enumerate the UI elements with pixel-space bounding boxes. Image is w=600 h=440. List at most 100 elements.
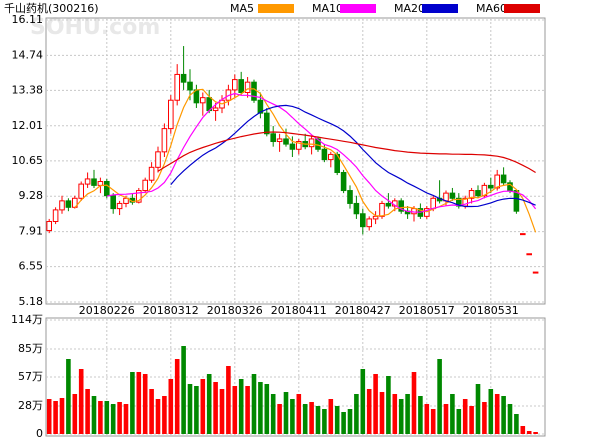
candle-body <box>257 99 264 114</box>
x-tick-label: 20180312 <box>143 304 199 317</box>
volume-bar <box>194 386 199 434</box>
volume-bar <box>206 374 212 434</box>
candle-body <box>59 200 65 211</box>
candle-body <box>430 197 436 210</box>
candle-body <box>449 192 456 199</box>
volume-bar <box>373 374 378 434</box>
candle-body <box>308 138 315 148</box>
candle-body <box>251 81 257 101</box>
volume-bar <box>322 409 327 434</box>
candle-body <box>264 112 270 135</box>
volume-bar <box>264 384 270 434</box>
volume-tick-label: 85万 <box>18 342 43 355</box>
volume-bar <box>379 392 385 434</box>
candle-body <box>168 99 174 130</box>
volume-bar <box>251 374 257 434</box>
candle-body <box>65 200 72 208</box>
volume-bar <box>66 359 71 434</box>
y-tick-label: 12.01 <box>12 119 44 132</box>
volume-bar <box>475 384 481 434</box>
candle-body <box>315 138 321 150</box>
candle-body <box>488 184 494 189</box>
candle-body <box>46 221 53 232</box>
volume-bar <box>347 409 353 434</box>
volume-bar <box>245 386 250 434</box>
candle-body <box>372 215 379 220</box>
candle-body <box>385 202 392 207</box>
volume-bar <box>219 389 225 434</box>
volume-bar <box>450 394 455 434</box>
candle-body <box>494 174 500 189</box>
candle-body <box>110 195 117 210</box>
candle-body <box>366 218 372 228</box>
volume-bar <box>456 409 462 434</box>
volume-bar <box>232 386 238 434</box>
volume-bar <box>187 384 193 434</box>
candle-body <box>289 143 296 150</box>
volume-bar <box>162 396 167 434</box>
volume-bar <box>46 399 52 434</box>
volume-bar <box>258 382 263 434</box>
candle-body <box>321 148 328 161</box>
volume-bar <box>238 379 244 434</box>
volume-bar <box>155 399 161 434</box>
candle-body <box>161 128 168 153</box>
candle-body <box>276 138 283 143</box>
candle-body <box>97 181 104 186</box>
volume-bar <box>488 389 494 434</box>
volume-bar <box>437 359 442 434</box>
candle-body <box>283 138 289 145</box>
candle-body <box>123 197 129 204</box>
candle-body <box>187 81 193 91</box>
y-tick-label: 6.55 <box>19 260 44 273</box>
volume-bar <box>168 379 174 434</box>
candle-body <box>148 166 155 181</box>
volume-bar <box>283 392 289 434</box>
candle-body <box>500 174 507 184</box>
x-tick-label: 20180326 <box>207 304 263 317</box>
volume-bar <box>341 412 346 434</box>
volume-bar <box>418 396 423 434</box>
candle-body <box>200 97 206 104</box>
y-tick-label: 9.28 <box>19 189 44 202</box>
candle-body <box>91 178 97 186</box>
volume-bar <box>136 372 142 434</box>
candle-body <box>155 151 161 168</box>
candle-body <box>136 190 142 203</box>
volume-bar <box>430 409 436 434</box>
volume-bar <box>53 401 58 434</box>
volume-bar <box>482 402 487 434</box>
volume-bar <box>98 401 103 434</box>
candle-body <box>174 73 180 101</box>
candle-body <box>347 190 353 204</box>
volume-bar <box>142 374 148 434</box>
candle-body <box>520 233 526 236</box>
volume-bar <box>270 394 276 434</box>
x-tick-label: 20180531 <box>463 304 519 317</box>
volume-bar <box>226 366 231 434</box>
x-tick-label: 20180226 <box>79 304 135 317</box>
volume-bar <box>130 372 135 434</box>
ma-line <box>157 131 536 174</box>
candle-body <box>296 141 302 150</box>
y-tick-label: 7.91 <box>19 225 44 238</box>
candle-body <box>78 183 85 199</box>
volume-bar <box>302 404 308 434</box>
volume-bar <box>123 404 129 434</box>
legend-swatch <box>422 4 458 13</box>
legend-swatch <box>258 4 294 13</box>
chart-title: 千山药机(300216) <box>4 1 99 15</box>
ma-line <box>74 88 537 233</box>
candle-body <box>360 213 366 228</box>
volume-bar <box>360 369 366 434</box>
candle-body <box>398 200 404 212</box>
x-tick-label: 20180411 <box>271 304 327 317</box>
candle-body <box>475 190 481 197</box>
candle-body <box>84 178 91 185</box>
candle-body <box>513 190 520 212</box>
volume-bar <box>354 394 359 434</box>
volume-bar <box>149 389 154 434</box>
volume-tick-label: 57万 <box>18 370 43 383</box>
